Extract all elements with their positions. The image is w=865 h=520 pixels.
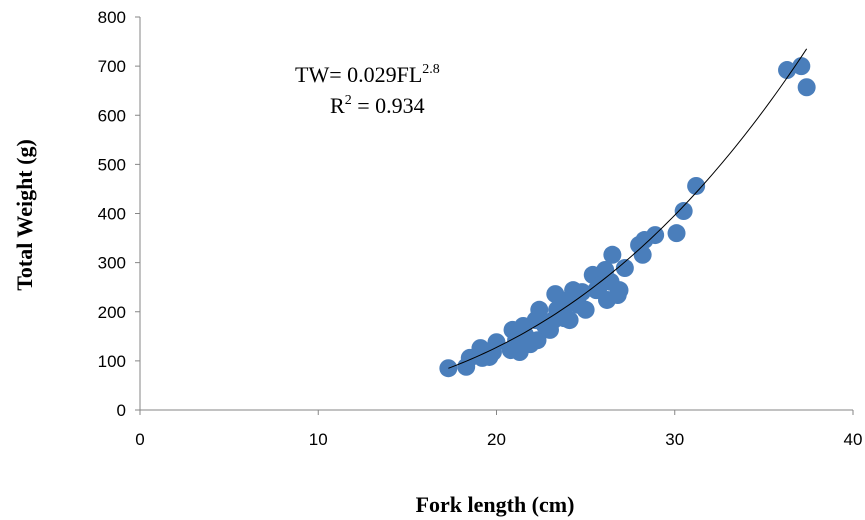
y-tick-label: 0 bbox=[117, 401, 126, 420]
y-tick-label: 600 bbox=[98, 106, 126, 125]
y-tick-label: 300 bbox=[98, 254, 126, 273]
point bbox=[603, 245, 622, 264]
x-tick-label: 0 bbox=[135, 430, 144, 449]
point bbox=[487, 333, 506, 352]
r-squared-exponent: 2 bbox=[345, 93, 352, 108]
point bbox=[797, 78, 816, 97]
y-tick-label: 500 bbox=[98, 155, 126, 174]
point bbox=[560, 311, 579, 330]
point bbox=[778, 61, 797, 80]
point bbox=[530, 300, 549, 319]
point bbox=[615, 259, 634, 278]
point bbox=[610, 281, 629, 300]
r-squared-text: R bbox=[330, 93, 345, 118]
x-tick-label: 30 bbox=[665, 430, 684, 449]
point bbox=[667, 224, 686, 243]
equation-exponent: 2.8 bbox=[422, 62, 440, 77]
y-tick-label: 100 bbox=[98, 352, 126, 371]
point bbox=[674, 202, 693, 221]
y-tick-label: 800 bbox=[98, 8, 126, 27]
point bbox=[528, 331, 547, 350]
y-tick-label: 400 bbox=[98, 205, 126, 224]
x-tick-label: 20 bbox=[487, 430, 506, 449]
point bbox=[573, 283, 592, 302]
r-squared-value: = 0.934 bbox=[352, 93, 425, 118]
equation-text: TW= 0.029FL bbox=[295, 62, 422, 87]
x-tick-label: 10 bbox=[309, 430, 328, 449]
r-squared: R2 = 0.934 bbox=[330, 93, 425, 118]
x-tick-label: 40 bbox=[844, 430, 863, 449]
y-axis-title: Total Weight (g) bbox=[12, 139, 37, 291]
equation: TW= 0.029FL2.8 bbox=[295, 62, 440, 87]
point bbox=[576, 300, 595, 319]
y-tick-label: 700 bbox=[98, 57, 126, 76]
y-tick-label: 200 bbox=[98, 303, 126, 322]
point bbox=[792, 57, 811, 76]
x-axis-title: Fork length (cm) bbox=[416, 492, 575, 517]
point bbox=[687, 176, 706, 195]
trendline bbox=[448, 48, 808, 369]
